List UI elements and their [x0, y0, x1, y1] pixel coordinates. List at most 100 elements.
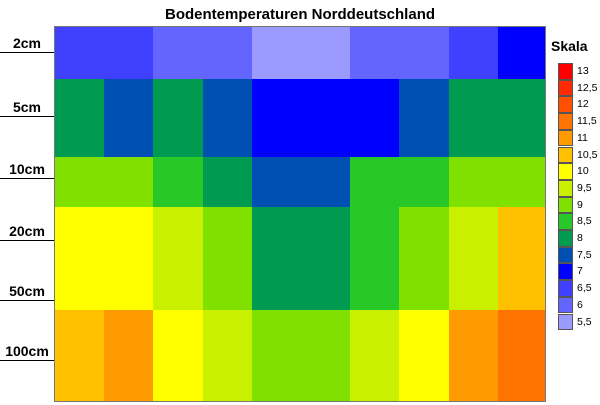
depth-guide-line: [0, 300, 54, 301]
heatmap-cell: [55, 157, 104, 207]
heatmap-cell: [350, 157, 399, 207]
heatmap-cell: [498, 310, 545, 401]
heatmap-cell: [498, 27, 545, 79]
legend-label: 10: [577, 165, 589, 178]
heatmap-cell: [153, 207, 203, 245]
heatmap-cell: [449, 310, 498, 401]
heatmap-cell: [498, 157, 545, 207]
legend-item: 10,5: [558, 146, 600, 164]
heatmap-cell: [449, 79, 498, 157]
depth-label: 20cm: [9, 223, 45, 239]
legend-label: 9: [577, 198, 583, 211]
legend-item: 8,5: [558, 213, 600, 230]
legend-item: 8: [558, 230, 600, 247]
legend-swatch: [558, 129, 573, 147]
depth-axis: 2cm 5cm 10cm 20cm 50cm 100cm: [0, 0, 56, 405]
legend-item: 7: [558, 263, 600, 281]
heatmap-cell: [449, 157, 498, 207]
legend-label: 13: [577, 65, 589, 77]
legend-swatch: [558, 113, 573, 130]
depth-guide-line: [0, 52, 54, 53]
legend-item: 12: [558, 96, 600, 114]
heatmap-cell: [399, 207, 449, 245]
depth-guide-line: [0, 240, 54, 241]
heatmap-cell: [55, 207, 104, 245]
heatmap-cell: [203, 27, 252, 79]
heatmap-cell: [252, 79, 301, 157]
heatmap-cell: [104, 207, 153, 245]
legend-swatch: [558, 63, 573, 80]
heatmap-cell: [350, 245, 399, 310]
heatmap-cell: [252, 245, 301, 310]
heatmap-cell: [203, 310, 252, 401]
heatmap-cell: [203, 79, 252, 157]
legend-swatch: [558, 96, 573, 114]
legend-swatch: [558, 79, 573, 97]
legend-item: 13: [558, 63, 600, 80]
heatmap-cell: [449, 245, 498, 310]
heatmap-cell: [55, 79, 104, 157]
legend-label: 11: [577, 131, 588, 144]
legend-label: 7: [577, 265, 583, 278]
heatmap-cell: [350, 207, 399, 245]
legend-label: 12: [577, 98, 589, 111]
heatmap-cell: [153, 245, 203, 310]
legend-swatch: [558, 280, 573, 297]
legend-swatch: [558, 146, 573, 164]
legend-label: 11,5: [577, 115, 597, 128]
heatmap-cell: [153, 27, 203, 79]
depth-label: 50cm: [9, 283, 45, 299]
heatmap-cell: [104, 27, 153, 79]
legend-label: 12,5: [577, 81, 598, 94]
legend-label: 9,5: [577, 181, 592, 194]
legend-item: 7,5: [558, 246, 600, 264]
heatmap-cell: [104, 245, 153, 310]
heatmap-cell: [301, 245, 350, 310]
legend-item: 11: [558, 129, 600, 147]
heatmap-cell: [104, 157, 153, 207]
heatmap-cell: [55, 245, 104, 310]
heatmap-cell: [252, 310, 301, 401]
depth-label: 5cm: [12, 99, 42, 115]
depth-label: 100cm: [5, 343, 49, 359]
heatmap-cell: [203, 245, 252, 310]
heatmap-cell: [252, 27, 301, 79]
heatmap-cell: [449, 27, 498, 79]
depth-guide-line: [0, 116, 54, 117]
legend-item: 9,5: [558, 179, 600, 197]
heatmap-cell: [153, 310, 203, 401]
legend-swatch: [558, 213, 573, 230]
legend-label: 8: [577, 232, 583, 244]
heatmap-cell: [399, 27, 449, 79]
heatmap-cell: [301, 207, 350, 245]
depth-guide-line: [0, 360, 54, 361]
temperature-heatmap: [54, 26, 546, 402]
legend-title: Skala: [551, 38, 588, 54]
heatmap-cell: [55, 310, 104, 401]
legend-item: 5,5: [558, 313, 600, 331]
legend-item: 12,5: [558, 79, 600, 97]
heatmap-cell: [498, 207, 545, 245]
legend-label: 6,5: [577, 282, 592, 295]
depth-label: 2cm: [12, 35, 42, 51]
heatmap-cell: [399, 245, 449, 310]
legend-item: 6,5: [558, 280, 600, 297]
legend-swatch: [558, 196, 573, 214]
legend-swatch: [558, 179, 573, 197]
heatmap-cell: [399, 310, 449, 401]
heatmap-cell: [153, 157, 203, 207]
heatmap-cell: [350, 27, 399, 79]
legend-label: 7,5: [577, 248, 592, 261]
legend-item: 6: [558, 296, 600, 314]
heatmap-cell: [301, 79, 350, 157]
heatmap-cell: [449, 207, 498, 245]
heatmap-cell: [301, 310, 350, 401]
legend-label: 10,5: [577, 148, 598, 161]
legend-label: 8,5: [577, 215, 592, 228]
legend-item: 9: [558, 196, 600, 214]
legend-label: 6: [577, 298, 583, 311]
heatmap-cell: [55, 27, 104, 79]
legend-label: 5,5: [577, 315, 592, 328]
heatmap-cell: [399, 79, 449, 157]
heatmap-canvas: [55, 27, 545, 401]
